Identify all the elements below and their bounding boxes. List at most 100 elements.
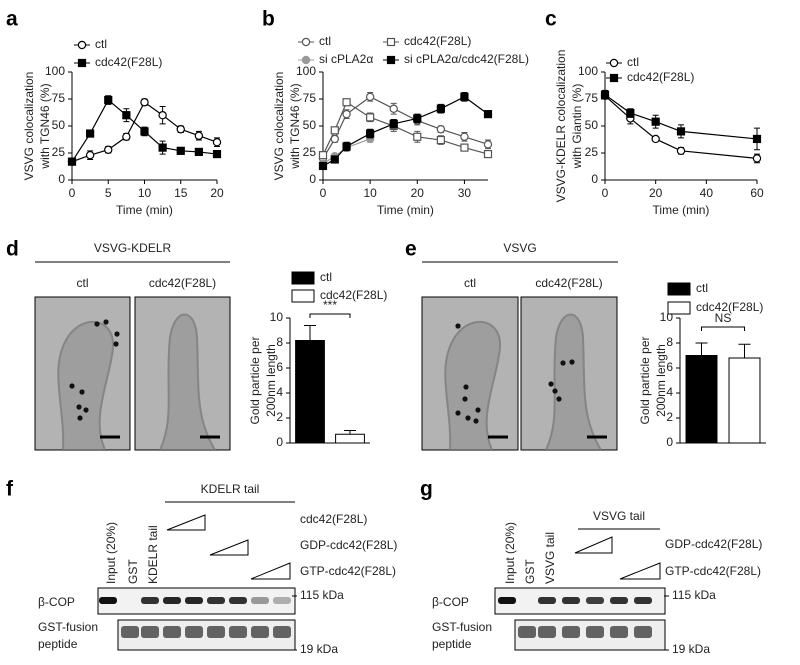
legend-marker [609, 58, 619, 68]
data-point [752, 154, 762, 163]
bar [295, 340, 325, 444]
y-tick-label: 100 [45, 64, 65, 78]
significance-bracket [309, 313, 351, 318]
gold-particle [76, 404, 82, 410]
band [99, 597, 117, 604]
data-point [389, 104, 398, 113]
gold-particle [79, 389, 85, 395]
lane-label: GST [523, 559, 537, 584]
y-axis-label: with TGN46 (%) [288, 83, 302, 169]
data-point [413, 114, 422, 123]
y-tick-label: 4 [666, 385, 673, 399]
data-point [389, 119, 398, 128]
data-point [342, 142, 351, 151]
lane-label: GST [126, 559, 140, 584]
band [207, 626, 225, 638]
legend-marker [386, 55, 396, 65]
y-tick-label: 10 [270, 310, 284, 324]
size-label: 115 kDa [300, 588, 344, 602]
gold-particle [94, 321, 100, 327]
band [634, 597, 652, 604]
y-tick-label: 2 [276, 410, 283, 424]
band [207, 597, 225, 604]
row-label: GST-fusion [38, 620, 98, 634]
x-tick-label: 20 [210, 186, 224, 200]
y-tick-label: 6 [666, 360, 673, 374]
band [251, 597, 269, 604]
error-bar [695, 342, 708, 356]
x-tick-label: 10 [363, 186, 377, 200]
panel-letter: f [6, 478, 14, 501]
legend-swatch [667, 301, 691, 315]
error-bar [304, 325, 316, 341]
data-point [342, 98, 351, 107]
legend-label: ctl [319, 34, 331, 48]
band [538, 597, 556, 604]
row-label: β-COP [432, 595, 469, 609]
y-tick-label: 100 [296, 64, 316, 78]
data-point [158, 143, 167, 152]
y-axis-label: Gold particle per [248, 336, 262, 424]
data-point [651, 134, 660, 144]
band [185, 626, 203, 638]
band [538, 626, 556, 638]
column-label: cdc42(F28L) [535, 276, 602, 290]
data-point [413, 132, 422, 141]
band [229, 626, 247, 638]
y-axis-label: with TGN46 (%) [38, 83, 52, 169]
concentration-wedge [166, 514, 206, 531]
condition-label: GDP-cdc42(F28L) [665, 537, 762, 551]
membrane-profile [544, 313, 603, 451]
y-tick-label: 0 [591, 172, 598, 186]
data-point [212, 149, 222, 159]
condition-label: GDP-cdc42(F28L) [300, 538, 397, 552]
x-axis-label: Time (min) [377, 203, 434, 217]
lane-label: KDELR tail [146, 525, 160, 584]
band [562, 597, 580, 604]
panel-letter: c [545, 8, 557, 31]
y-tick-label: 25 [303, 145, 317, 159]
condition-label: GTP-cdc42(F28L) [300, 564, 396, 578]
gold-particle [556, 396, 562, 402]
band [498, 597, 516, 604]
data-point [67, 157, 77, 166]
data-point [460, 92, 469, 101]
y-tick-label: 25 [52, 145, 66, 159]
membrane-profile [158, 313, 217, 451]
band [163, 597, 181, 604]
data-point [86, 129, 95, 138]
x-tick-label: 20 [411, 186, 425, 200]
column-label: cdc42(F28L) [149, 276, 216, 290]
band [229, 597, 247, 604]
data-point [483, 110, 493, 119]
data-point [330, 155, 339, 164]
blot-header: KDELR tail [201, 482, 260, 496]
y-tick-label: 25 [585, 145, 599, 159]
panel-letter: d [6, 238, 19, 261]
y-tick-label: 0 [58, 172, 65, 186]
y-tick-label: 75 [585, 91, 599, 105]
legend-marker [386, 37, 396, 47]
gold-particle [455, 410, 461, 416]
legend-marker [301, 55, 311, 65]
data-point [194, 131, 204, 140]
gold-particle [103, 319, 109, 325]
concentration-wedge [209, 539, 249, 556]
band [586, 597, 604, 604]
x-tick-label: 10 [138, 186, 152, 200]
data-point [365, 92, 375, 102]
band [121, 626, 139, 638]
data-point [436, 135, 445, 145]
legend-marker [77, 40, 87, 50]
y-tick-label: 8 [666, 335, 673, 349]
data-point [85, 150, 95, 160]
x-tick-label: 0 [320, 186, 327, 200]
lane-label: Input (20%) [503, 522, 517, 584]
x-tick-label: 20 [649, 186, 663, 200]
data-point [366, 129, 375, 138]
data-point [158, 110, 167, 120]
gold-particle [548, 381, 554, 387]
legend-label: si cPLA2α [319, 52, 373, 66]
legend-swatch [291, 289, 315, 303]
